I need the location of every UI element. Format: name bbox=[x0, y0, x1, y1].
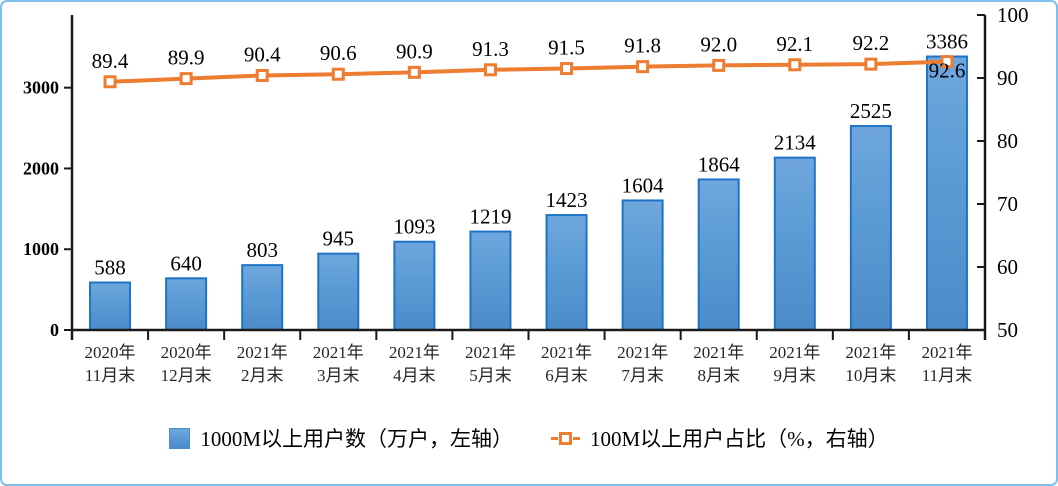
bar-value-label: 3386 bbox=[926, 30, 968, 54]
bar bbox=[241, 264, 284, 331]
category-label-month: 10月末 bbox=[845, 366, 896, 385]
line-value-label: 89.4 bbox=[92, 49, 129, 73]
category-label-month: 2月末 bbox=[241, 366, 284, 385]
right-axis-tick-label: 60 bbox=[997, 255, 1018, 279]
line-value-label: 91.8 bbox=[624, 34, 661, 58]
category-label-month: 9月末 bbox=[774, 366, 817, 385]
line-value-label: 91.3 bbox=[472, 37, 509, 61]
category-label-year: 2021年 bbox=[313, 343, 364, 362]
category-label-year: 2021年 bbox=[921, 343, 972, 362]
bar-value-label: 2525 bbox=[850, 99, 892, 123]
category-label-month: 7月末 bbox=[621, 366, 664, 385]
category-label-year: 2021年 bbox=[617, 343, 668, 362]
right-axis-tick-label: 50 bbox=[997, 318, 1018, 342]
bar bbox=[165, 277, 208, 331]
line-value-label: 92.6 bbox=[929, 59, 966, 83]
line-marker bbox=[788, 58, 802, 72]
bar-value-label: 588 bbox=[94, 256, 126, 280]
bar bbox=[621, 199, 664, 331]
bar bbox=[925, 55, 968, 332]
line-value-label: 90.4 bbox=[244, 42, 281, 66]
line-value-label: 91.5 bbox=[548, 36, 585, 60]
category-label-month: 8月末 bbox=[697, 366, 740, 385]
bar-value-label: 2134 bbox=[774, 131, 817, 155]
bar-value-label: 1423 bbox=[546, 188, 588, 212]
line-marker bbox=[407, 65, 421, 79]
line-value-label: 92.0 bbox=[700, 32, 737, 56]
category-label-month: 12月末 bbox=[161, 366, 212, 385]
line-marker bbox=[179, 72, 193, 86]
line-marker bbox=[331, 67, 345, 81]
category-label-month: 6月末 bbox=[545, 366, 588, 385]
bar bbox=[89, 281, 132, 331]
line-value-label: 92.2 bbox=[853, 31, 890, 55]
bar bbox=[469, 230, 512, 332]
category-label-month: 3月末 bbox=[317, 366, 360, 385]
bar bbox=[849, 125, 892, 331]
line-series bbox=[109, 59, 948, 84]
bar-value-label: 803 bbox=[246, 238, 278, 262]
bar bbox=[545, 214, 588, 331]
category-label-year: 2020年 bbox=[161, 343, 212, 362]
line-value-label: 89.9 bbox=[168, 46, 205, 70]
line-value-label: 90.6 bbox=[320, 41, 357, 65]
bar-value-label: 1093 bbox=[393, 215, 435, 239]
line-value-label: 92.1 bbox=[776, 32, 813, 56]
right-axis-tick-label: 100 bbox=[997, 3, 1029, 27]
line-marker bbox=[864, 57, 878, 71]
bar-value-label: 1864 bbox=[698, 152, 741, 176]
category-label-month: 11月末 bbox=[85, 366, 135, 385]
category-label-year: 2021年 bbox=[389, 343, 440, 362]
right-axis-tick-label: 70 bbox=[997, 192, 1018, 216]
line-marker bbox=[560, 62, 574, 76]
bar-value-label: 1604 bbox=[622, 173, 665, 197]
legend-item-line-series: 100M以上用户占比（%，右轴） bbox=[551, 423, 889, 453]
right-axis-tick-label: 80 bbox=[997, 129, 1018, 153]
line-series-legend-label: 100M以上用户占比（%，右轴） bbox=[590, 427, 889, 451]
category-label-year: 2021年 bbox=[237, 343, 288, 362]
bar bbox=[317, 252, 360, 331]
category-label-year: 2020年 bbox=[85, 343, 136, 362]
left-axis-tick-label: 3000 bbox=[23, 78, 59, 98]
category-label-month: 5月末 bbox=[469, 366, 512, 385]
legend: 1000M以上用户数（万户，左轴） 100M以上用户占比（%，右轴） bbox=[0, 420, 1058, 456]
bar-series-legend-label: 1000M以上用户数（万户，左轴） bbox=[200, 427, 513, 451]
category-label-year: 2021年 bbox=[541, 343, 592, 362]
bar-value-label: 1219 bbox=[469, 205, 511, 229]
bar bbox=[393, 240, 436, 332]
line-marker bbox=[255, 68, 269, 82]
bar-value-label: 945 bbox=[323, 227, 355, 251]
bar bbox=[773, 156, 816, 331]
category-label-year: 2021年 bbox=[769, 343, 820, 362]
line-marker bbox=[483, 63, 497, 77]
line-marker bbox=[940, 55, 954, 69]
category-label-month: 4月末 bbox=[393, 366, 436, 385]
line-series-marker-icon bbox=[551, 431, 580, 445]
bar-series-swatch-icon bbox=[169, 427, 191, 449]
combo-chart: 588 640 803 945 1093 1219 1423 1604 1864 2134 2525… bbox=[23, 3, 1029, 385]
line-marker bbox=[103, 75, 117, 89]
legend-item-bar-series: 1000M以上用户数（万户，左轴） bbox=[169, 423, 513, 453]
category-label-month: 11月末 bbox=[922, 366, 972, 385]
right-axis-tick-label: 90 bbox=[997, 66, 1018, 90]
line-value-label: 90.9 bbox=[396, 39, 433, 63]
line-marker bbox=[712, 58, 726, 72]
left-axis-tick-label: 0 bbox=[50, 320, 59, 340]
left-axis-tick-label: 1000 bbox=[23, 239, 59, 259]
line-marker bbox=[636, 60, 650, 74]
category-label-year: 2021年 bbox=[465, 343, 516, 362]
bar bbox=[697, 178, 740, 331]
left-axis-tick-label: 2000 bbox=[23, 158, 59, 178]
category-label-year: 2021年 bbox=[845, 343, 896, 362]
bar-value-label: 640 bbox=[170, 251, 202, 275]
category-label-year: 2021年 bbox=[693, 343, 744, 362]
